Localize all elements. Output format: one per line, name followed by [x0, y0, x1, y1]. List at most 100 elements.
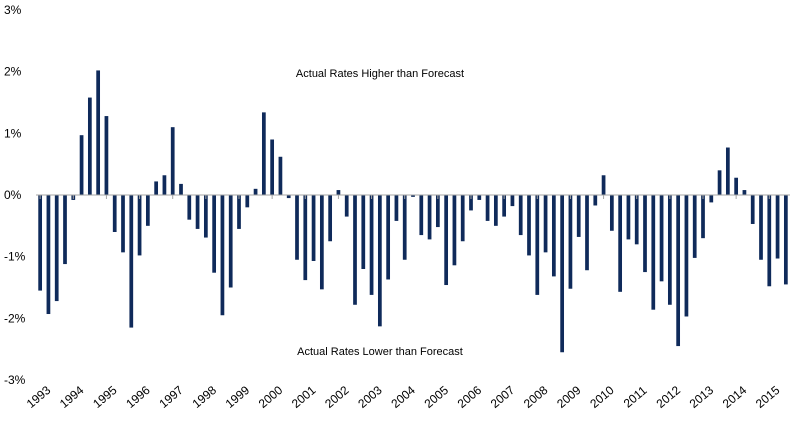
- bar: [427, 195, 432, 240]
- bar: [742, 190, 747, 195]
- bar: [601, 175, 606, 195]
- bar: [411, 195, 415, 197]
- x-tick-label: 1997: [156, 383, 186, 411]
- bar: [609, 195, 614, 231]
- bar: [452, 195, 457, 266]
- x-tick-label: 2009: [554, 383, 584, 411]
- x-tick-label: 2001: [289, 383, 319, 411]
- bar: [270, 139, 275, 195]
- bar: [701, 195, 705, 239]
- bar: [485, 195, 490, 221]
- bar: [667, 195, 672, 305]
- x-tick-label: 2007: [488, 383, 518, 411]
- bar: [344, 195, 349, 217]
- bar: [369, 195, 374, 295]
- x-tick-label: 2013: [687, 383, 717, 411]
- bar: [692, 195, 697, 258]
- bar: [510, 195, 515, 207]
- bar: [402, 195, 407, 260]
- x-tick-label: 2015: [753, 383, 783, 411]
- x-tick-label: 2010: [587, 383, 617, 411]
- bar: [353, 195, 357, 305]
- y-tick-label: 3%: [4, 3, 22, 17]
- y-tick-label: -1%: [4, 250, 26, 264]
- bar: [220, 195, 225, 316]
- bar: [676, 195, 681, 347]
- bar: [493, 195, 498, 226]
- bar: [568, 195, 573, 289]
- x-tick-label: 2011: [621, 383, 650, 411]
- bar: [319, 195, 324, 290]
- bar: [179, 183, 183, 195]
- x-tick-label: 1993: [24, 383, 54, 411]
- bar: [162, 175, 167, 195]
- bar: [767, 195, 772, 287]
- bar: [377, 195, 382, 327]
- x-tick-label: 2006: [455, 383, 485, 411]
- x-tick-label: 2014: [720, 383, 750, 411]
- x-tick-label: 2002: [322, 383, 352, 411]
- bar: [618, 195, 623, 292]
- bar: [253, 188, 258, 195]
- bar: [651, 195, 656, 310]
- bar: [195, 195, 200, 229]
- annotation-higher: Actual Rates Higher than Forecast: [296, 68, 464, 80]
- x-axis-labels: 1993 1994 1995 1996 1997 1998 1999 2000 2001 2002…: [24, 383, 783, 411]
- y-tick-label: -2%: [4, 311, 26, 325]
- x-tick-label: 2005: [422, 383, 452, 411]
- bar: [87, 97, 92, 195]
- x-tick-label: 2008: [521, 383, 551, 411]
- bar: [535, 195, 540, 295]
- bar: [709, 195, 714, 203]
- x-tick-label: 1998: [190, 383, 220, 411]
- bar: [684, 195, 689, 317]
- bar: [469, 195, 473, 211]
- bar: [643, 195, 647, 273]
- bar: [63, 195, 67, 265]
- x-tick-label: 2000: [256, 383, 286, 411]
- y-tick-label: -3%: [4, 373, 26, 387]
- bar: [96, 70, 101, 195]
- bar: [394, 195, 399, 221]
- bar: [336, 190, 341, 195]
- bar: [576, 195, 581, 237]
- x-tick-label: 1995: [90, 383, 120, 411]
- bar: [154, 181, 159, 195]
- bar: [750, 195, 755, 224]
- y-tick-label: 0%: [4, 188, 22, 202]
- x-tick-label: 2003: [355, 383, 385, 411]
- bar: [328, 195, 333, 242]
- bar: [303, 195, 308, 281]
- bar: [54, 195, 59, 302]
- bar: [112, 195, 117, 232]
- bar: [386, 195, 391, 280]
- x-tick-label: 2004: [388, 383, 418, 411]
- bar: [121, 195, 125, 253]
- y-tick-label: 1%: [4, 126, 22, 140]
- bar: [659, 195, 664, 282]
- bar: [444, 195, 449, 286]
- bar: [527, 195, 531, 256]
- y-axis-labels: 3% 2% 1% 0% -1% -2% -3%: [4, 3, 26, 387]
- bar: [585, 195, 589, 271]
- bar: [245, 195, 250, 208]
- bar: [734, 177, 739, 195]
- bar: [237, 195, 241, 229]
- bar: [759, 195, 763, 260]
- bar: [38, 195, 43, 291]
- bar: [626, 195, 631, 240]
- bar: [560, 195, 565, 353]
- bar: [104, 116, 109, 195]
- bar: [228, 195, 233, 288]
- x-tick-label: 2012: [654, 383, 684, 411]
- bar: [518, 195, 523, 236]
- x-tick-label: 1996: [123, 383, 153, 411]
- bar: [634, 195, 639, 245]
- bar: [543, 195, 548, 253]
- x-tick-marks: [39, 195, 770, 199]
- bar: [203, 195, 208, 238]
- bar: [286, 195, 291, 199]
- bar: [419, 195, 424, 236]
- bar: [79, 135, 84, 195]
